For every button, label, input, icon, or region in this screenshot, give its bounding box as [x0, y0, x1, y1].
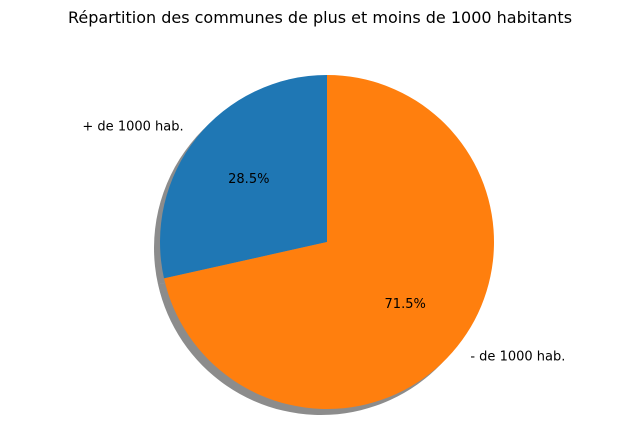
pie-slice-plus	[159, 75, 327, 279]
pie-category-label-moins: - de 1000 hab.	[470, 349, 565, 364]
pie-slices	[159, 75, 494, 409]
chart-title: Répartition des communes de plus et moin…	[67, 8, 573, 27]
pie-pct-label-moins: 71.5%	[385, 297, 426, 312]
pie-category-label-plus: + de 1000 hab.	[82, 120, 183, 135]
pie-slice-moins	[164, 75, 494, 409]
pie-labels: 28.5% + de 1000 hab. 71.5% - de 1000 hab.	[82, 120, 565, 365]
pie-pct-label-plus: 28.5%	[228, 172, 269, 187]
